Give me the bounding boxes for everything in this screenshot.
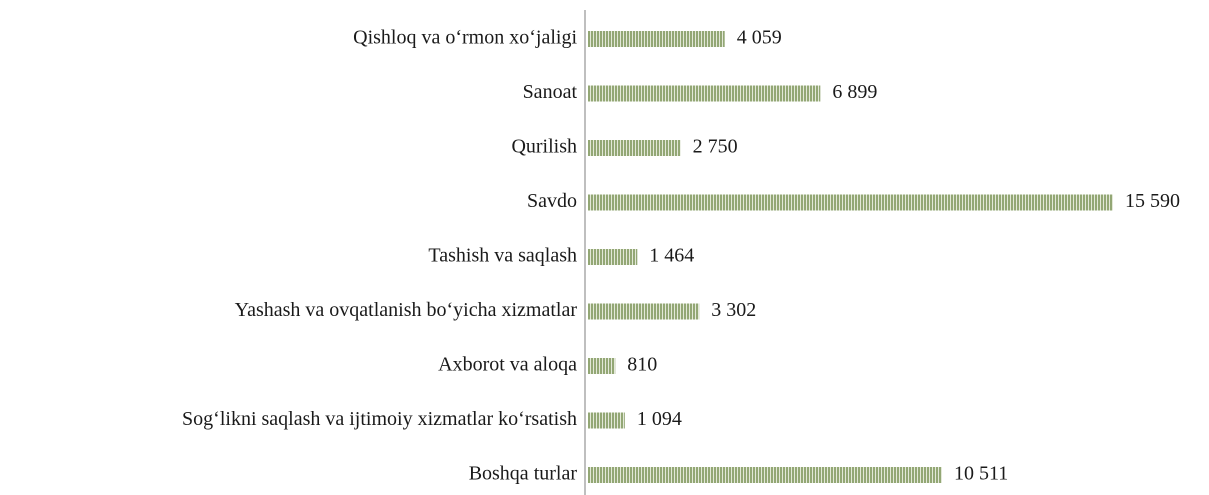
bar bbox=[588, 194, 1113, 211]
category-label: Savdo bbox=[527, 190, 577, 212]
category-label: Sanoat bbox=[523, 81, 578, 103]
bar bbox=[588, 303, 700, 320]
value-label: 2 750 bbox=[693, 136, 738, 158]
bar bbox=[588, 412, 625, 429]
bar bbox=[588, 358, 616, 374]
bar bbox=[588, 31, 725, 47]
value-label: 15 590 bbox=[1125, 190, 1180, 212]
value-label: 6 899 bbox=[832, 81, 877, 103]
value-label: 1 094 bbox=[637, 408, 682, 430]
category-label: Tashish va saqlash bbox=[428, 245, 577, 267]
category-label: Boshqa turlar bbox=[469, 463, 578, 485]
value-label: 810 bbox=[627, 354, 657, 376]
category-label: Qishloq va o‘rmon xo‘jaligi bbox=[353, 27, 577, 49]
bar bbox=[588, 249, 638, 265]
value-label: 4 059 bbox=[737, 27, 782, 49]
value-label: 3 302 bbox=[711, 299, 756, 321]
bar bbox=[588, 140, 681, 156]
category-label: Qurilish bbox=[511, 136, 577, 158]
category-label: Axborot va aloqa bbox=[438, 354, 577, 376]
bar bbox=[588, 85, 821, 102]
value-label: 1 464 bbox=[649, 245, 694, 267]
category-label: Sog‘likni saqlash va ijtimoiy xizmatlar … bbox=[182, 408, 577, 430]
value-label: 10 511 bbox=[954, 463, 1008, 485]
bar bbox=[588, 467, 942, 483]
category-label: Yashash va ovqatlanish bo‘yicha xizmatla… bbox=[235, 299, 578, 321]
